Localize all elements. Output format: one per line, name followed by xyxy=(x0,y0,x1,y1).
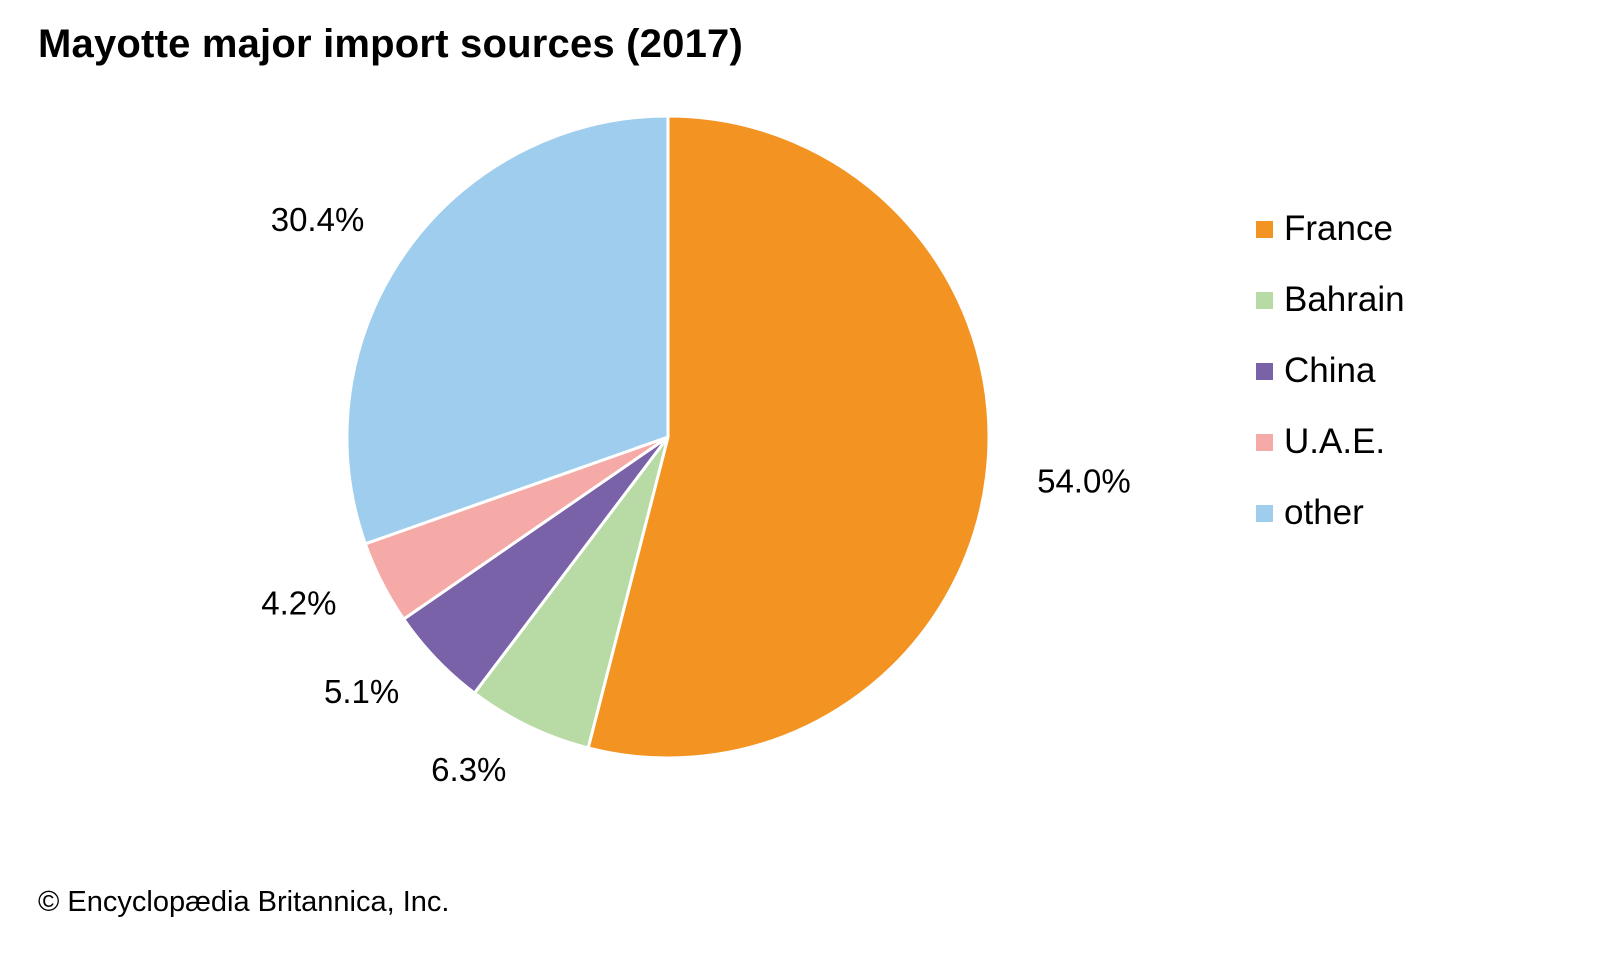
legend-label: U.A.E. xyxy=(1284,422,1386,461)
pie-data-labels: 54.0% 6.3% 5.1% 4.2% 30.4% xyxy=(261,201,1130,788)
legend-label: other xyxy=(1284,493,1364,532)
legend-swatch xyxy=(1256,220,1273,238)
pie-slice-other xyxy=(345,114,670,546)
legend-item-china: China xyxy=(1256,312,1405,430)
legend-swatch xyxy=(1256,504,1273,522)
legend-label: France xyxy=(1284,209,1393,248)
pie-slice-bahrain xyxy=(472,435,670,750)
legend-item-uae: U.A.E. xyxy=(1256,383,1405,501)
legend-item-france: France xyxy=(1256,170,1405,288)
legend-item-other: other xyxy=(1256,454,1405,572)
pie-slices xyxy=(345,114,991,760)
legend-swatch xyxy=(1256,362,1273,380)
legend-item-bahrain: Bahrain xyxy=(1256,241,1405,359)
legend-swatch xyxy=(1256,291,1273,309)
chart-title: Mayotte major import sources (2017) xyxy=(38,22,743,66)
data-label-france: 54.0% xyxy=(1037,462,1131,499)
legend-swatch xyxy=(1256,433,1273,451)
data-label-other: 30.4% xyxy=(271,201,365,238)
legend: France Bahrain China U.A.E. other xyxy=(1256,170,1405,572)
legend-label: China xyxy=(1284,351,1376,390)
pie-slice-france xyxy=(586,114,991,760)
copyright-credit: © Encyclopædia Britannica, Inc. xyxy=(38,886,450,918)
data-label-china: 5.1% xyxy=(324,673,399,710)
data-label-u-a-e: 4.2% xyxy=(261,585,336,622)
data-label-bahrain: 6.3% xyxy=(431,751,506,788)
legend-label: Bahrain xyxy=(1284,280,1405,319)
